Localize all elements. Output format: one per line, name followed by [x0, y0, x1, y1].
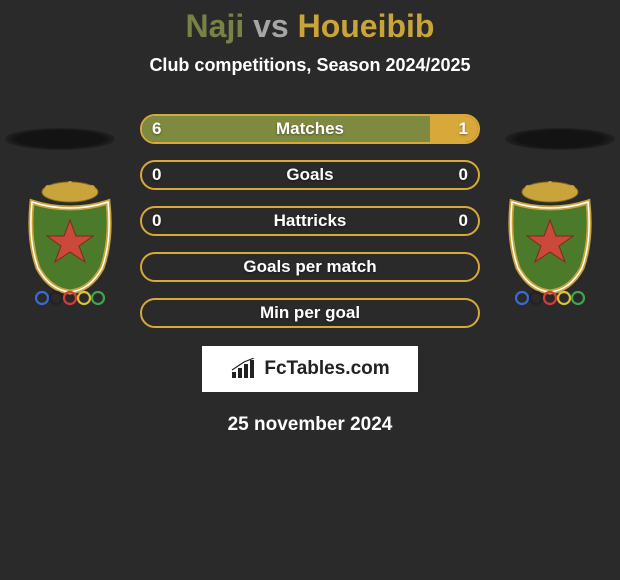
bar-value-left: 0	[152, 165, 161, 185]
comparison-title: Naji vs Houeibib	[0, 8, 620, 45]
stat-bar-goals: 0 0 Goals	[140, 160, 480, 190]
bar-label: Matches	[276, 119, 344, 139]
stat-bar-matches: 6 1 Matches	[140, 114, 480, 144]
brand-text: FcTables.com	[264, 358, 389, 380]
bar-value-right: 0	[459, 165, 468, 185]
vs-text: vs	[253, 8, 289, 44]
player1-crest	[18, 180, 122, 308]
player2-crest	[498, 180, 602, 308]
player2-shadow	[505, 128, 615, 150]
footer-logo: FcTables.com	[202, 346, 418, 392]
stat-bar-goals-per-match: Goals per match	[140, 252, 480, 282]
bar-value-left: 6	[152, 119, 161, 139]
bar-label: Goals per match	[243, 257, 376, 277]
player2-name: Houeibib	[298, 8, 435, 44]
subtitle: Club competitions, Season 2024/2025	[0, 55, 620, 76]
date-text: 25 november 2024	[0, 414, 620, 436]
bar-label: Min per goal	[260, 303, 360, 323]
chart-icon	[230, 358, 258, 380]
player1-shadow	[5, 128, 115, 150]
player1-name: Naji	[186, 8, 245, 44]
stats-bars: 6 1 Matches 0 0 Goals 0 0 Hattricks Goals per mat…	[140, 114, 480, 328]
bar-value-right: 1	[459, 119, 468, 139]
bar-value-right: 0	[459, 211, 468, 231]
bar-label: Hattricks	[274, 211, 347, 231]
bar-value-left: 0	[152, 211, 161, 231]
bar-label: Goals	[286, 165, 333, 185]
stat-bar-min-per-goal: Min per goal	[140, 298, 480, 328]
bar-fill-right	[430, 116, 478, 142]
stat-bar-hattricks: 0 0 Hattricks	[140, 206, 480, 236]
